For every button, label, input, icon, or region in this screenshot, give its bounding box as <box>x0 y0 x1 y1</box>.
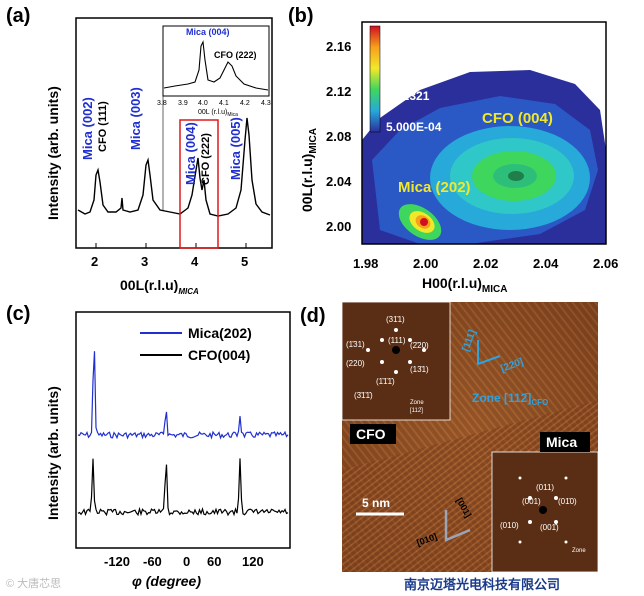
map-label-cfo: CFO (004) <box>482 110 553 127</box>
panel-a-label: (a) <box>6 5 30 27</box>
phi-scan-mica <box>77 351 289 440</box>
panel-d-label: (d) <box>300 305 326 327</box>
inset-xtick: 4.0 <box>198 100 208 107</box>
panel-a-xtick: 5 <box>241 254 248 269</box>
panel-a-xtick: 2 <box>91 254 98 269</box>
panel-c-ylabel: Intensity (arb. units) <box>45 386 61 520</box>
panel-c-xtick: 60 <box>207 554 221 569</box>
inset-xtick: 3.8 <box>157 100 167 107</box>
mica-spot-label: (010) <box>500 521 519 530</box>
panel-b-xtick: 2.00 <box>413 256 438 271</box>
mica-spot-label: (001) <box>522 497 541 506</box>
inset-xtick: 4.3 <box>261 100 271 107</box>
inset-xtick: 3.9 <box>178 100 188 107</box>
panel-a-ylabel: Intensity (arb. units) <box>45 86 61 220</box>
legend-mica: Mica(202) <box>188 325 252 341</box>
hrtem-image <box>341 301 599 573</box>
panel-c-xtick: 0 <box>183 554 190 569</box>
inset-label-mica: Mica (004) <box>186 27 230 37</box>
cfo-spot-label: (111) <box>388 336 406 345</box>
colorbar-label: 50.00 <box>386 26 416 40</box>
inset-xtick: 4.2 <box>240 100 250 107</box>
watermark-left: © 大唐芯思 <box>6 578 62 590</box>
panel-b-xtick: 1.98 <box>353 256 378 271</box>
panel-b-ytick: 2.08 <box>326 129 351 144</box>
panel-b-xlabel: H00(r.l.u)MICA <box>422 275 507 295</box>
colorbar-label: 1.077 <box>386 55 416 69</box>
panel-a-inset <box>162 25 270 97</box>
colorbar-label: 5.000E-04 <box>386 120 442 134</box>
panel-a-xtick: 3 <box>141 254 148 269</box>
inset-xlabel: 00L (r.l.u)Mica <box>198 109 238 118</box>
cfo-spot-label: (31̄1) <box>386 315 405 324</box>
panel-b-label: (b) <box>288 5 314 27</box>
panel-b-xtick: 2.02 <box>473 256 498 271</box>
cfo-spot-label: (220) <box>346 359 365 368</box>
peak-label-cfo-222: CFO (222) <box>200 133 212 185</box>
peak-label-mica-004: Mica (004) <box>183 122 198 185</box>
panel-b-ytick: 2.16 <box>326 39 351 54</box>
peak-label-mica-003: Mica (003) <box>128 87 143 150</box>
peak-label-mica-005: Mica (005) <box>228 117 243 180</box>
inset-xtick: 4.1 <box>219 100 229 107</box>
colorbar-label: 0.02321 <box>386 89 430 103</box>
panel-c-xtick: -60 <box>143 554 162 569</box>
panel-a-xlabel: 00L(r.l.u)MICA <box>120 277 199 296</box>
cfo-zone-small-index: [112̄] <box>410 408 423 414</box>
panel-c-label: (c) <box>6 303 30 325</box>
legend-cfo: CFO(004) <box>188 347 250 363</box>
mica-spot-label: (001̄) <box>540 523 559 532</box>
panel-a-axes <box>75 17 273 249</box>
panel-a-xrd-trace <box>77 117 271 217</box>
panel-b-xtick: 2.06 <box>593 256 618 271</box>
phi-scan-cfo <box>77 458 289 517</box>
cfo-spot-label: (1̄31) <box>346 340 365 349</box>
cfo-zone-small: Zone <box>410 400 424 406</box>
panel-c-xtick: 120 <box>242 554 264 569</box>
zone-cfo-label: Zone [112̄]CFO <box>472 391 548 407</box>
mica-zone-small: Zone <box>572 548 586 554</box>
peak-label-cfo-111: CFO (111) <box>97 101 109 152</box>
cfo-spot-label: (1̄1̄1̄) <box>376 377 395 386</box>
panel-b-ylabel: 00L(r.l.u)MICA <box>299 128 319 212</box>
peak-label-mica-002: Mica (002) <box>80 97 95 160</box>
tag-mica: Mica <box>546 434 577 450</box>
panel-a-xtick: 4 <box>191 254 199 269</box>
watermark-right: 南京迈塔光电科技有限公司 <box>404 577 561 592</box>
inset-label-cfo: CFO (222) <box>214 50 257 60</box>
panel-b-xtick: 2.04 <box>533 256 559 271</box>
panel-c-xtick: -120 <box>104 554 130 569</box>
cfo-spot-label: (2̄20) <box>410 341 429 350</box>
mica-spot-label: (011) <box>536 483 554 492</box>
panel-c-xlabel: φ (degree) <box>132 573 201 589</box>
panel-a-highlight-box <box>179 119 219 249</box>
panel-b-ytick: 2.04 <box>326 174 352 189</box>
tag-cfo: CFO <box>356 426 386 442</box>
panel-b-ytick: 2.00 <box>326 219 351 234</box>
panel-b-map <box>361 21 607 245</box>
map-label-mica: Mica (202) <box>398 179 471 196</box>
panel-c-axes <box>75 311 291 549</box>
cfo-spot-label: (3̄1̄1̄) <box>354 391 373 400</box>
panel-c-legend <box>140 332 182 356</box>
mica-spot-label: (01̄0) <box>558 497 577 506</box>
panel-b-ytick: 2.12 <box>326 84 351 99</box>
scale-bar-label: 5 nm <box>362 496 390 510</box>
cfo-spot-label: (13̄1) <box>410 365 429 374</box>
